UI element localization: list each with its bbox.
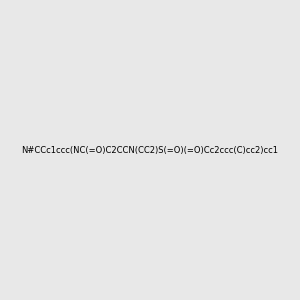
Text: N#CCc1ccc(NC(=O)C2CCN(CC2)S(=O)(=O)Cc2ccc(C)cc2)cc1: N#CCc1ccc(NC(=O)C2CCN(CC2)S(=O)(=O)Cc2cc… [22, 146, 278, 154]
